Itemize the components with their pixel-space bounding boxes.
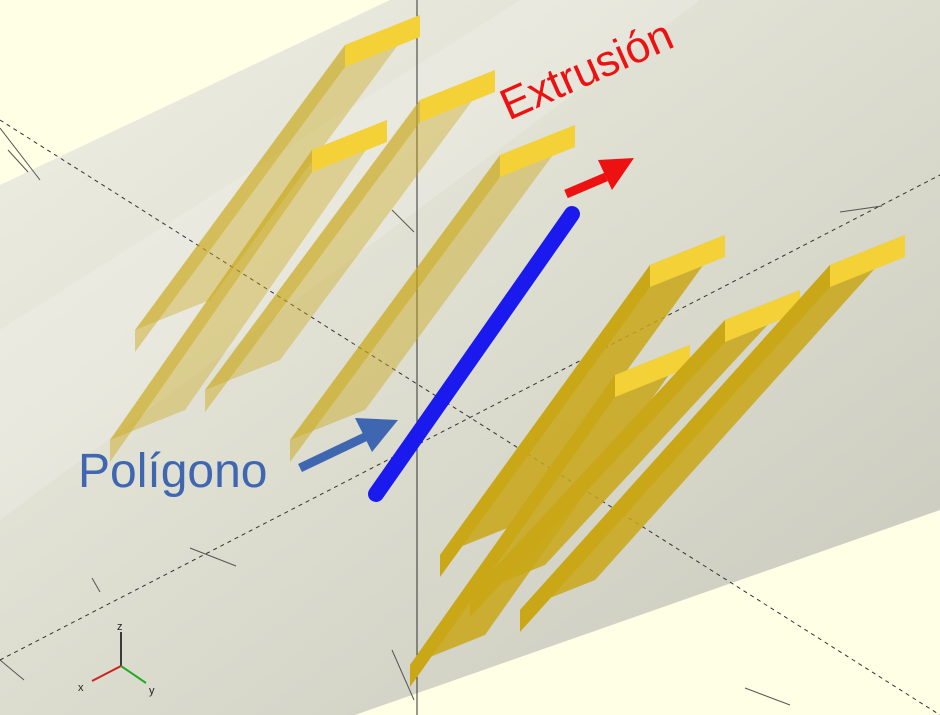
axis-line-b xyxy=(0,174,940,661)
bar-top xyxy=(345,15,420,67)
extruded-bars xyxy=(110,15,905,687)
bar-side xyxy=(205,100,420,412)
bar-face xyxy=(135,15,420,330)
axis-gizmo: z x y xyxy=(78,621,155,697)
polygon-edge xyxy=(368,206,580,502)
bar-face xyxy=(520,235,905,610)
bar-side xyxy=(135,45,345,352)
gizmo-x-label: x xyxy=(78,682,84,694)
bar-top xyxy=(500,125,575,177)
bar-face xyxy=(470,290,800,595)
arrow-right-icon xyxy=(564,158,634,199)
bar-top xyxy=(615,345,690,397)
ruler-ticks xyxy=(0,127,883,706)
arrow-right-icon xyxy=(298,418,398,473)
polygon-label: Polígono xyxy=(78,445,268,498)
bar-top xyxy=(420,70,495,122)
bar-top xyxy=(650,235,725,287)
axis-line-a xyxy=(0,119,940,715)
bar-face xyxy=(110,120,387,440)
bar-side xyxy=(290,155,500,462)
gizmo-z-label: z xyxy=(117,621,123,633)
bar-top xyxy=(312,120,387,172)
gizmo-y-label: y xyxy=(149,685,155,697)
bar-top xyxy=(725,290,800,342)
bar-face xyxy=(205,70,495,390)
bar-top xyxy=(830,235,905,287)
cylinder-highlight xyxy=(0,0,700,520)
bar-side xyxy=(110,150,312,462)
bar-face xyxy=(440,235,725,555)
bar-face xyxy=(290,125,575,440)
